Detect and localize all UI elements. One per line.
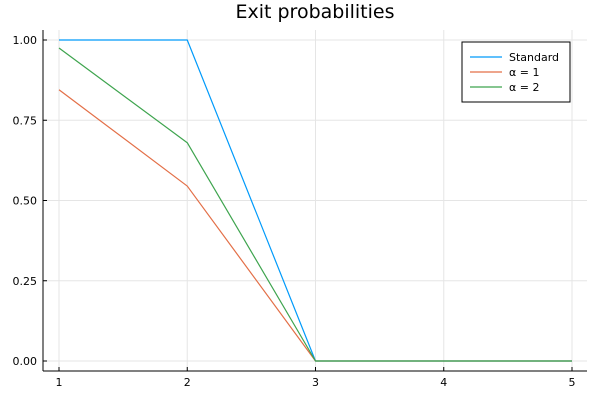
series-line-2 (58, 47, 572, 362)
legend-label: α = 2 (509, 81, 539, 94)
x-tick-label: 5 (569, 376, 576, 389)
y-tick-label: 0.75 (13, 114, 38, 127)
y-tick-label: 0.00 (13, 355, 38, 368)
x-tick-label: 2 (184, 376, 191, 389)
axes: 1 2 3 4 5 0.00 0.25 0.50 0.75 1.00 (13, 30, 587, 389)
y-tick-label: 1.00 (13, 34, 38, 47)
x-tick-label: 4 (440, 376, 447, 389)
legend-label: α = 1 (509, 66, 539, 79)
legend-label: Standard (509, 51, 559, 64)
chart-title: Exit probabilities (235, 1, 394, 23)
y-tick-label: 0.25 (13, 275, 38, 288)
x-tick-label: 3 (312, 376, 319, 389)
y-tick-label: 0.50 (13, 195, 38, 208)
x-tick-label: 1 (56, 376, 63, 389)
series-lines (58, 39, 572, 362)
legend: Standard α = 1 α = 2 (461, 41, 571, 103)
